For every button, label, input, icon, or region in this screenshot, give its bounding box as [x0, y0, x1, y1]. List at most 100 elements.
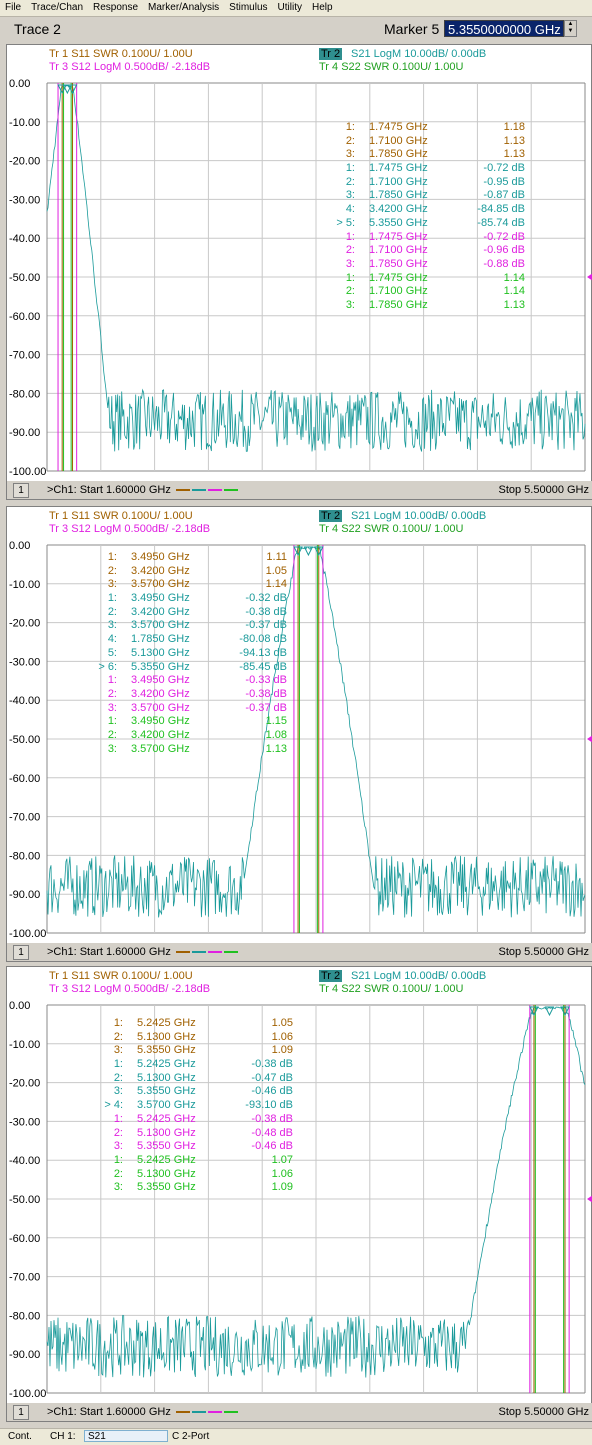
marker-id: 3: [113, 1085, 123, 1098]
marker-table: 1: 1.7475 GHz 1.18 2: 1.7100 GHz 1.13 3: 1.7850… [325, 121, 525, 313]
marker-id: > 4: [104, 1099, 123, 1112]
marker-value: 1.14 [265, 578, 287, 591]
marker-row: 2: 3.4200 GHz 1.08 [87, 729, 287, 743]
menu-item-trace-chan[interactable]: Trace/Chan [31, 2, 83, 13]
marker-row: 4: 3.4200 GHz -84.85 dB [325, 203, 525, 217]
trace-header-tr2[interactable]: S21 LogM 10.00dB/ 0.00dB [351, 510, 487, 522]
marker-id: 1: [107, 592, 117, 605]
trace-header-tr3[interactable]: Tr 3 S12 LogM 0.500dB/ -2.18dB [49, 523, 211, 535]
marker-triangle [560, 1006, 570, 1017]
marker-id: 2: [113, 1030, 123, 1043]
marker-id: 1: [345, 271, 355, 284]
chart-panel-1[interactable]: Tr 1 S11 SWR 0.100U/ 1.00U Tr 3 S12 LogM … [6, 44, 592, 500]
marker-id: 2: [113, 1167, 123, 1180]
trace-header-tr4[interactable]: Tr 4 S22 SWR 0.100U/ 1.00U [319, 61, 464, 73]
trace-header-tr1[interactable]: Tr 1 S11 SWR 0.100U/ 1.00U [49, 970, 193, 982]
marker-row: 2: 5.1300 GHz -0.48 dB [93, 1127, 293, 1141]
menu-item-file[interactable]: File [5, 2, 22, 13]
marker-frequency: 5.1300 GHz [137, 1030, 196, 1043]
stop-frequency[interactable]: Stop 5.50000 GHz [498, 484, 589, 496]
marker-row: 3: 3.5700 GHz -0.37 dB [87, 619, 287, 633]
marker-frequency: 1.7100 GHz [369, 175, 428, 188]
y-tick-label: -70.00 [9, 1272, 40, 1284]
marker-row: 2: 1.7100 GHz -0.95 dB [325, 176, 525, 190]
marker-row: 2: 1.7100 GHz 1.14 [325, 285, 525, 299]
marker-value: 1.14 [503, 285, 525, 298]
trace-header-tr4[interactable]: Tr 4 S22 SWR 0.100U/ 1.00U [319, 523, 464, 535]
chart-panel-3[interactable]: Tr 1 S11 SWR 0.100U/ 1.00U Tr 3 S12 LogM … [6, 966, 592, 1422]
channel-footer: 1 >Ch1: Start 1.60000 GHz Stop 5.50000 G… [7, 1403, 592, 1421]
marker-row: 1: 5.2425 GHz -0.38 dB [93, 1058, 293, 1072]
menu-item-help[interactable]: Help [311, 2, 333, 13]
marker-id: > 5: [336, 216, 355, 229]
y-tick-label: -100.00 [9, 1388, 46, 1400]
menu-bar: File Trace/Chan Response Marker/Analysis Sti… [0, 0, 592, 17]
marker-row: 5: 5.1300 GHz -94.13 dB [87, 647, 287, 661]
marker-row: > 4: 3.5700 GHz -93.10 dB [93, 1099, 293, 1113]
marker-value: -0.96 dB [483, 244, 525, 257]
marker-frequency-input[interactable]: 5.3550000000 GHz [444, 20, 564, 37]
active-trace-label[interactable]: Trace 2 [14, 21, 61, 37]
start-frequency[interactable]: >Ch1: Start 1.60000 GHz [47, 1406, 238, 1418]
marker-id: 5: [107, 646, 117, 659]
channel-number[interactable]: 1 [13, 483, 29, 498]
marker-triangle [62, 84, 73, 95]
trace-header-tr3[interactable]: Tr 3 S12 LogM 0.500dB/ -2.18dB [49, 61, 211, 73]
marker-value: -0.37 dB [245, 701, 287, 714]
trace-header-tr2[interactable]: S21 LogM 10.00dB/ 0.00dB [351, 970, 487, 982]
marker-table: 1: 5.2425 GHz 1.05 2: 5.1300 GHz 1.06 3: 5.3550… [93, 1017, 293, 1195]
marker-id: 2: [345, 134, 355, 147]
trace-header-tr1[interactable]: Tr 1 S11 SWR 0.100U/ 1.00U [49, 510, 193, 522]
active-trace-badge[interactable]: Tr 2 [319, 48, 343, 60]
plot-area[interactable]: 0.00 -10.00 -20.00 -30.00 -40.00 -50.00 -60.00… [7, 507, 592, 945]
trace-header-tr3[interactable]: Tr 3 S12 LogM 0.500dB/ -2.18dB [49, 983, 211, 995]
active-trace-badge[interactable]: Tr 2 [319, 970, 343, 982]
menu-item-utility[interactable]: Utility [277, 2, 302, 13]
marker-id: 1: [113, 1017, 123, 1029]
marker-value: -0.87 dB [483, 189, 525, 202]
menu-item-response[interactable]: Response [93, 2, 139, 13]
menu-item-marker-analysis[interactable]: Marker/Analysis [148, 2, 220, 13]
marker-triangle [303, 546, 314, 557]
channel-number[interactable]: 1 [13, 1405, 29, 1420]
marker-value: -0.72 dB [483, 230, 525, 243]
trace-s21 [46, 1006, 586, 1378]
channel-number[interactable]: 1 [13, 945, 29, 960]
marker-row: 2: 3.4200 GHz 1.05 [87, 565, 287, 579]
marker-value: -0.48 dB [251, 1126, 293, 1139]
chart-panel-2[interactable]: Tr 1 S11 SWR 0.100U/ 1.00U Tr 3 S12 LogM … [6, 506, 592, 962]
y-tick-label: -70.00 [9, 350, 40, 362]
port-config: C 2-Port [172, 1431, 210, 1442]
marker-spinner[interactable]: ▲ ▼ [564, 20, 577, 37]
marker-frequency: 1.7100 GHz [369, 134, 428, 147]
marker-triangle [57, 84, 67, 95]
active-trace-badge[interactable]: Tr 2 [319, 510, 343, 522]
marker-row: 2: 3.4200 GHz -0.38 dB [87, 606, 287, 620]
marker-frequency: 5.1300 GHz [137, 1167, 196, 1180]
start-frequency[interactable]: >Ch1: Start 1.60000 GHz [47, 484, 238, 496]
trace-header-tr2[interactable]: S21 LogM 10.00dB/ 0.00dB [351, 48, 487, 60]
marker-row: 2: 5.1300 GHz 1.06 [93, 1031, 293, 1045]
y-tick-label: 0.00 [9, 1000, 30, 1012]
y-tick-label: -50.00 [9, 1194, 40, 1206]
menu-item-stimulus[interactable]: Stimulus [229, 2, 268, 13]
trace-header-tr4[interactable]: Tr 4 S22 SWR 0.100U/ 1.00U [319, 983, 464, 995]
stop-frequency[interactable]: Stop 5.50000 GHz [498, 946, 589, 958]
plot-area[interactable]: 0.00 -10.00 -20.00 -30.00 -40.00 -50.00 -60.00… [7, 45, 592, 483]
start-frequency[interactable]: >Ch1: Start 1.60000 GHz [47, 946, 238, 958]
marker-frequency: 1.7100 GHz [369, 285, 428, 298]
sweep-mode: Cont. [8, 1431, 32, 1442]
marker-id: 1: [345, 121, 355, 133]
plot-area[interactable]: 0.00 -10.00 -20.00 -30.00 -40.00 -50.00 -60.00… [7, 967, 592, 1405]
marker-frequency: 3.5700 GHz [131, 742, 190, 755]
marker-row: 1: 3.4950 GHz -0.33 dB [87, 674, 287, 688]
measurement-field[interactable]: S21 [84, 1430, 168, 1442]
start-text: >Ch1: Start 1.60000 GHz [47, 484, 171, 496]
marker-value: 1.14 [503, 271, 525, 284]
marker-row: 3: 5.3550 GHz 1.09 [93, 1181, 293, 1195]
marker-triangle [293, 546, 303, 557]
marker-row: 3: 3.5700 GHz 1.14 [87, 578, 287, 592]
legend-dash [175, 951, 190, 954]
stop-frequency[interactable]: Stop 5.50000 GHz [498, 1406, 589, 1418]
trace-header-tr1[interactable]: Tr 1 S11 SWR 0.100U/ 1.00U [49, 48, 193, 60]
